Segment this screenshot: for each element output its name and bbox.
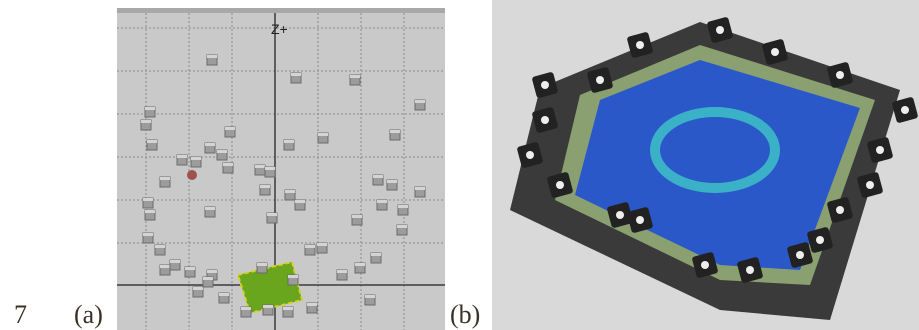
cube-top xyxy=(160,177,170,180)
cube-top xyxy=(355,263,365,266)
cube-top xyxy=(398,205,408,208)
cube-top xyxy=(295,200,305,203)
axis-label: Z+ xyxy=(271,21,288,37)
cube-top xyxy=(143,198,153,201)
cube-top xyxy=(397,225,407,228)
fiducial-dot xyxy=(816,236,824,244)
cube-top xyxy=(205,143,215,146)
cube-top xyxy=(170,260,180,263)
cube-top xyxy=(257,263,267,266)
cube-top xyxy=(371,253,381,256)
cube-top xyxy=(143,233,153,236)
fiducial-dot xyxy=(541,81,549,89)
fiducial-dot xyxy=(616,211,624,219)
page: 7 (a) (b) Z+ (() => { const data = JSON.… xyxy=(0,0,919,330)
cube-top xyxy=(207,270,217,273)
cube-top xyxy=(307,303,317,306)
cube-top xyxy=(225,127,235,130)
fiducial-dot xyxy=(596,76,604,84)
cube-top xyxy=(219,293,229,296)
cursor-marker xyxy=(187,170,197,180)
cube-top xyxy=(390,130,400,133)
cube-top xyxy=(147,140,157,143)
cube-top xyxy=(288,275,298,278)
cube-top xyxy=(291,73,301,76)
cube-top xyxy=(217,150,227,153)
cube-top xyxy=(387,180,397,183)
cube-top xyxy=(145,210,155,213)
cube-top xyxy=(160,265,170,268)
fiducial-dot xyxy=(541,116,549,124)
cube-top xyxy=(352,215,362,218)
cube-top xyxy=(205,207,215,210)
fiducial-dot xyxy=(836,71,844,79)
fiducial-dot xyxy=(771,48,779,56)
cube-top xyxy=(350,75,360,78)
cube-top xyxy=(177,155,187,158)
cube-top xyxy=(377,200,387,203)
cube-top xyxy=(415,100,425,103)
cube-top xyxy=(373,175,383,178)
panel-a: Z+ xyxy=(117,8,445,330)
fiducial-dot xyxy=(716,26,724,34)
cube-top xyxy=(318,133,328,136)
cube-top xyxy=(267,213,277,216)
cube-top xyxy=(260,185,270,188)
cube-top xyxy=(285,190,295,193)
cube-top xyxy=(203,277,213,280)
fiducial-dot xyxy=(636,216,644,224)
cube-top xyxy=(185,267,195,270)
fiducial-dot xyxy=(836,206,844,214)
fiducial-dot xyxy=(796,251,804,259)
panel-b xyxy=(492,0,919,330)
cube-top xyxy=(283,307,293,310)
cube-top xyxy=(241,307,251,310)
cube-top xyxy=(223,163,233,166)
cube-top xyxy=(263,305,273,308)
cube-top xyxy=(141,120,151,123)
cube-top xyxy=(193,287,203,290)
fiducial-dot xyxy=(901,106,909,114)
fiducial-dot xyxy=(636,41,644,49)
cube-top xyxy=(317,243,327,246)
cube-top xyxy=(207,55,217,58)
fiducial-dot xyxy=(526,151,534,159)
cube-top xyxy=(337,270,347,273)
viewport-border xyxy=(117,8,445,13)
figure: Z+ xyxy=(0,0,919,330)
cube-top xyxy=(284,140,294,143)
cube-top xyxy=(365,295,375,298)
cube-top xyxy=(415,187,425,190)
fiducial-dot xyxy=(866,181,874,189)
fiducial-dot xyxy=(556,181,564,189)
cube-top xyxy=(265,167,275,170)
cube-top xyxy=(145,107,155,110)
fiducial-dot xyxy=(876,146,884,154)
cube-top xyxy=(255,165,265,168)
cube-top xyxy=(155,245,165,248)
cube-top xyxy=(305,245,315,248)
cube-top xyxy=(191,157,201,160)
fiducial-dot xyxy=(701,261,709,269)
fiducial-dot xyxy=(746,266,754,274)
